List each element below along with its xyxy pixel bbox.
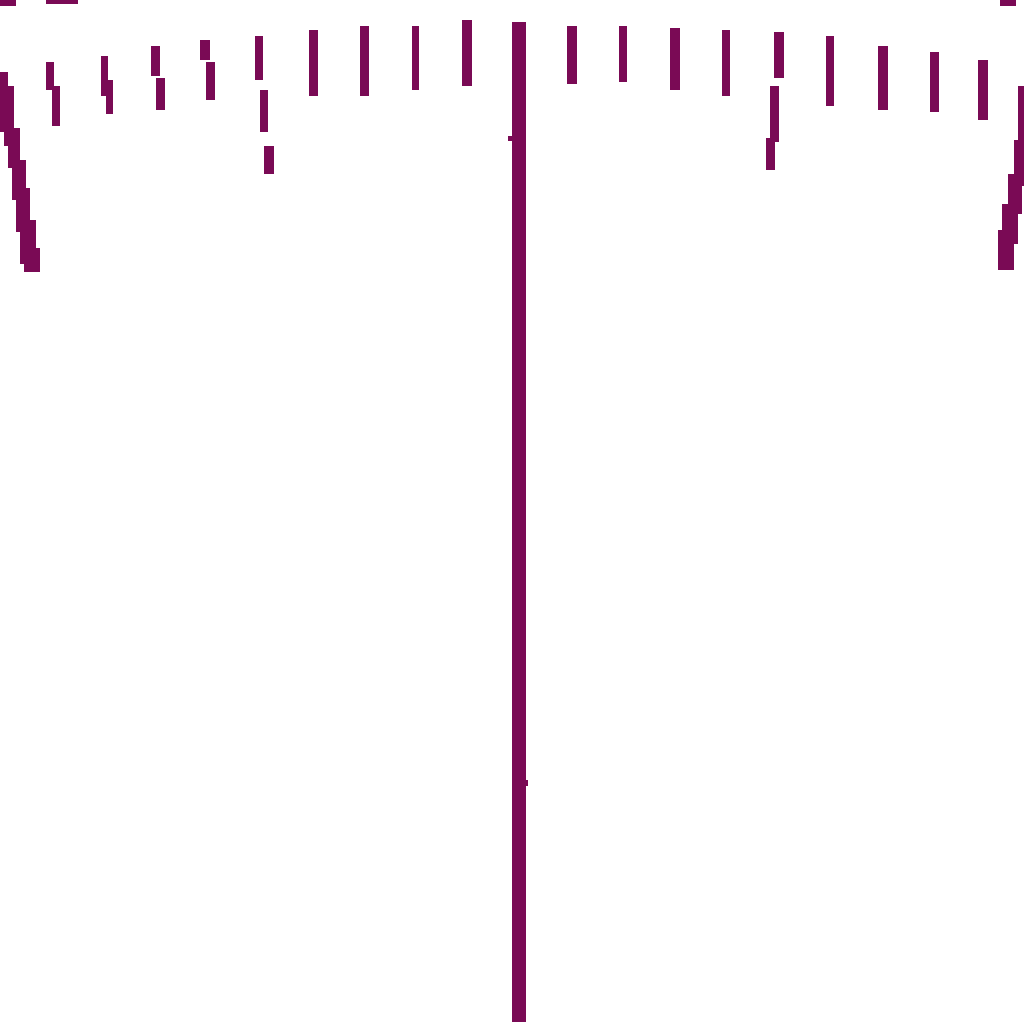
arc-tick xyxy=(156,78,165,110)
arc-tick xyxy=(930,52,939,112)
arc-tick xyxy=(978,60,988,120)
stem-notch-top xyxy=(508,136,514,141)
arc-tick xyxy=(878,46,888,110)
arc-tick xyxy=(264,146,274,174)
arc-tick xyxy=(462,20,472,86)
arc-tick xyxy=(309,30,318,96)
arc-tick xyxy=(206,62,215,100)
top-fragment-left xyxy=(46,0,78,4)
arc-tick xyxy=(670,28,680,90)
top-left-fragment xyxy=(0,0,16,6)
arc-tick xyxy=(826,36,834,106)
right-curve-stroke xyxy=(998,230,1014,270)
right-curve-stroke xyxy=(1018,86,1024,146)
arc-tick xyxy=(412,26,419,90)
left-curve-stroke xyxy=(8,128,20,168)
arc-tick xyxy=(46,62,54,90)
arc-tick xyxy=(567,26,577,84)
arc-tick xyxy=(722,30,730,96)
arc-tick xyxy=(255,36,263,80)
arc-tick xyxy=(106,80,113,114)
right-curve-stroke xyxy=(1014,140,1024,186)
arc-tick xyxy=(774,32,784,78)
arc-tick xyxy=(619,26,627,82)
arc-tick xyxy=(101,56,108,96)
left-curve-stroke xyxy=(24,248,40,272)
center-stem xyxy=(512,22,526,1022)
arc-tick xyxy=(260,90,268,132)
arc-tick xyxy=(151,46,160,76)
top-right-fragment xyxy=(1000,0,1016,6)
left-curve-stroke xyxy=(4,86,14,146)
arc-tick xyxy=(52,86,60,126)
arc-tick xyxy=(766,138,775,170)
arc-tick xyxy=(770,86,779,142)
arc-tick xyxy=(200,40,210,60)
stem-notch-mid xyxy=(524,780,528,786)
arc-tick xyxy=(360,26,369,96)
